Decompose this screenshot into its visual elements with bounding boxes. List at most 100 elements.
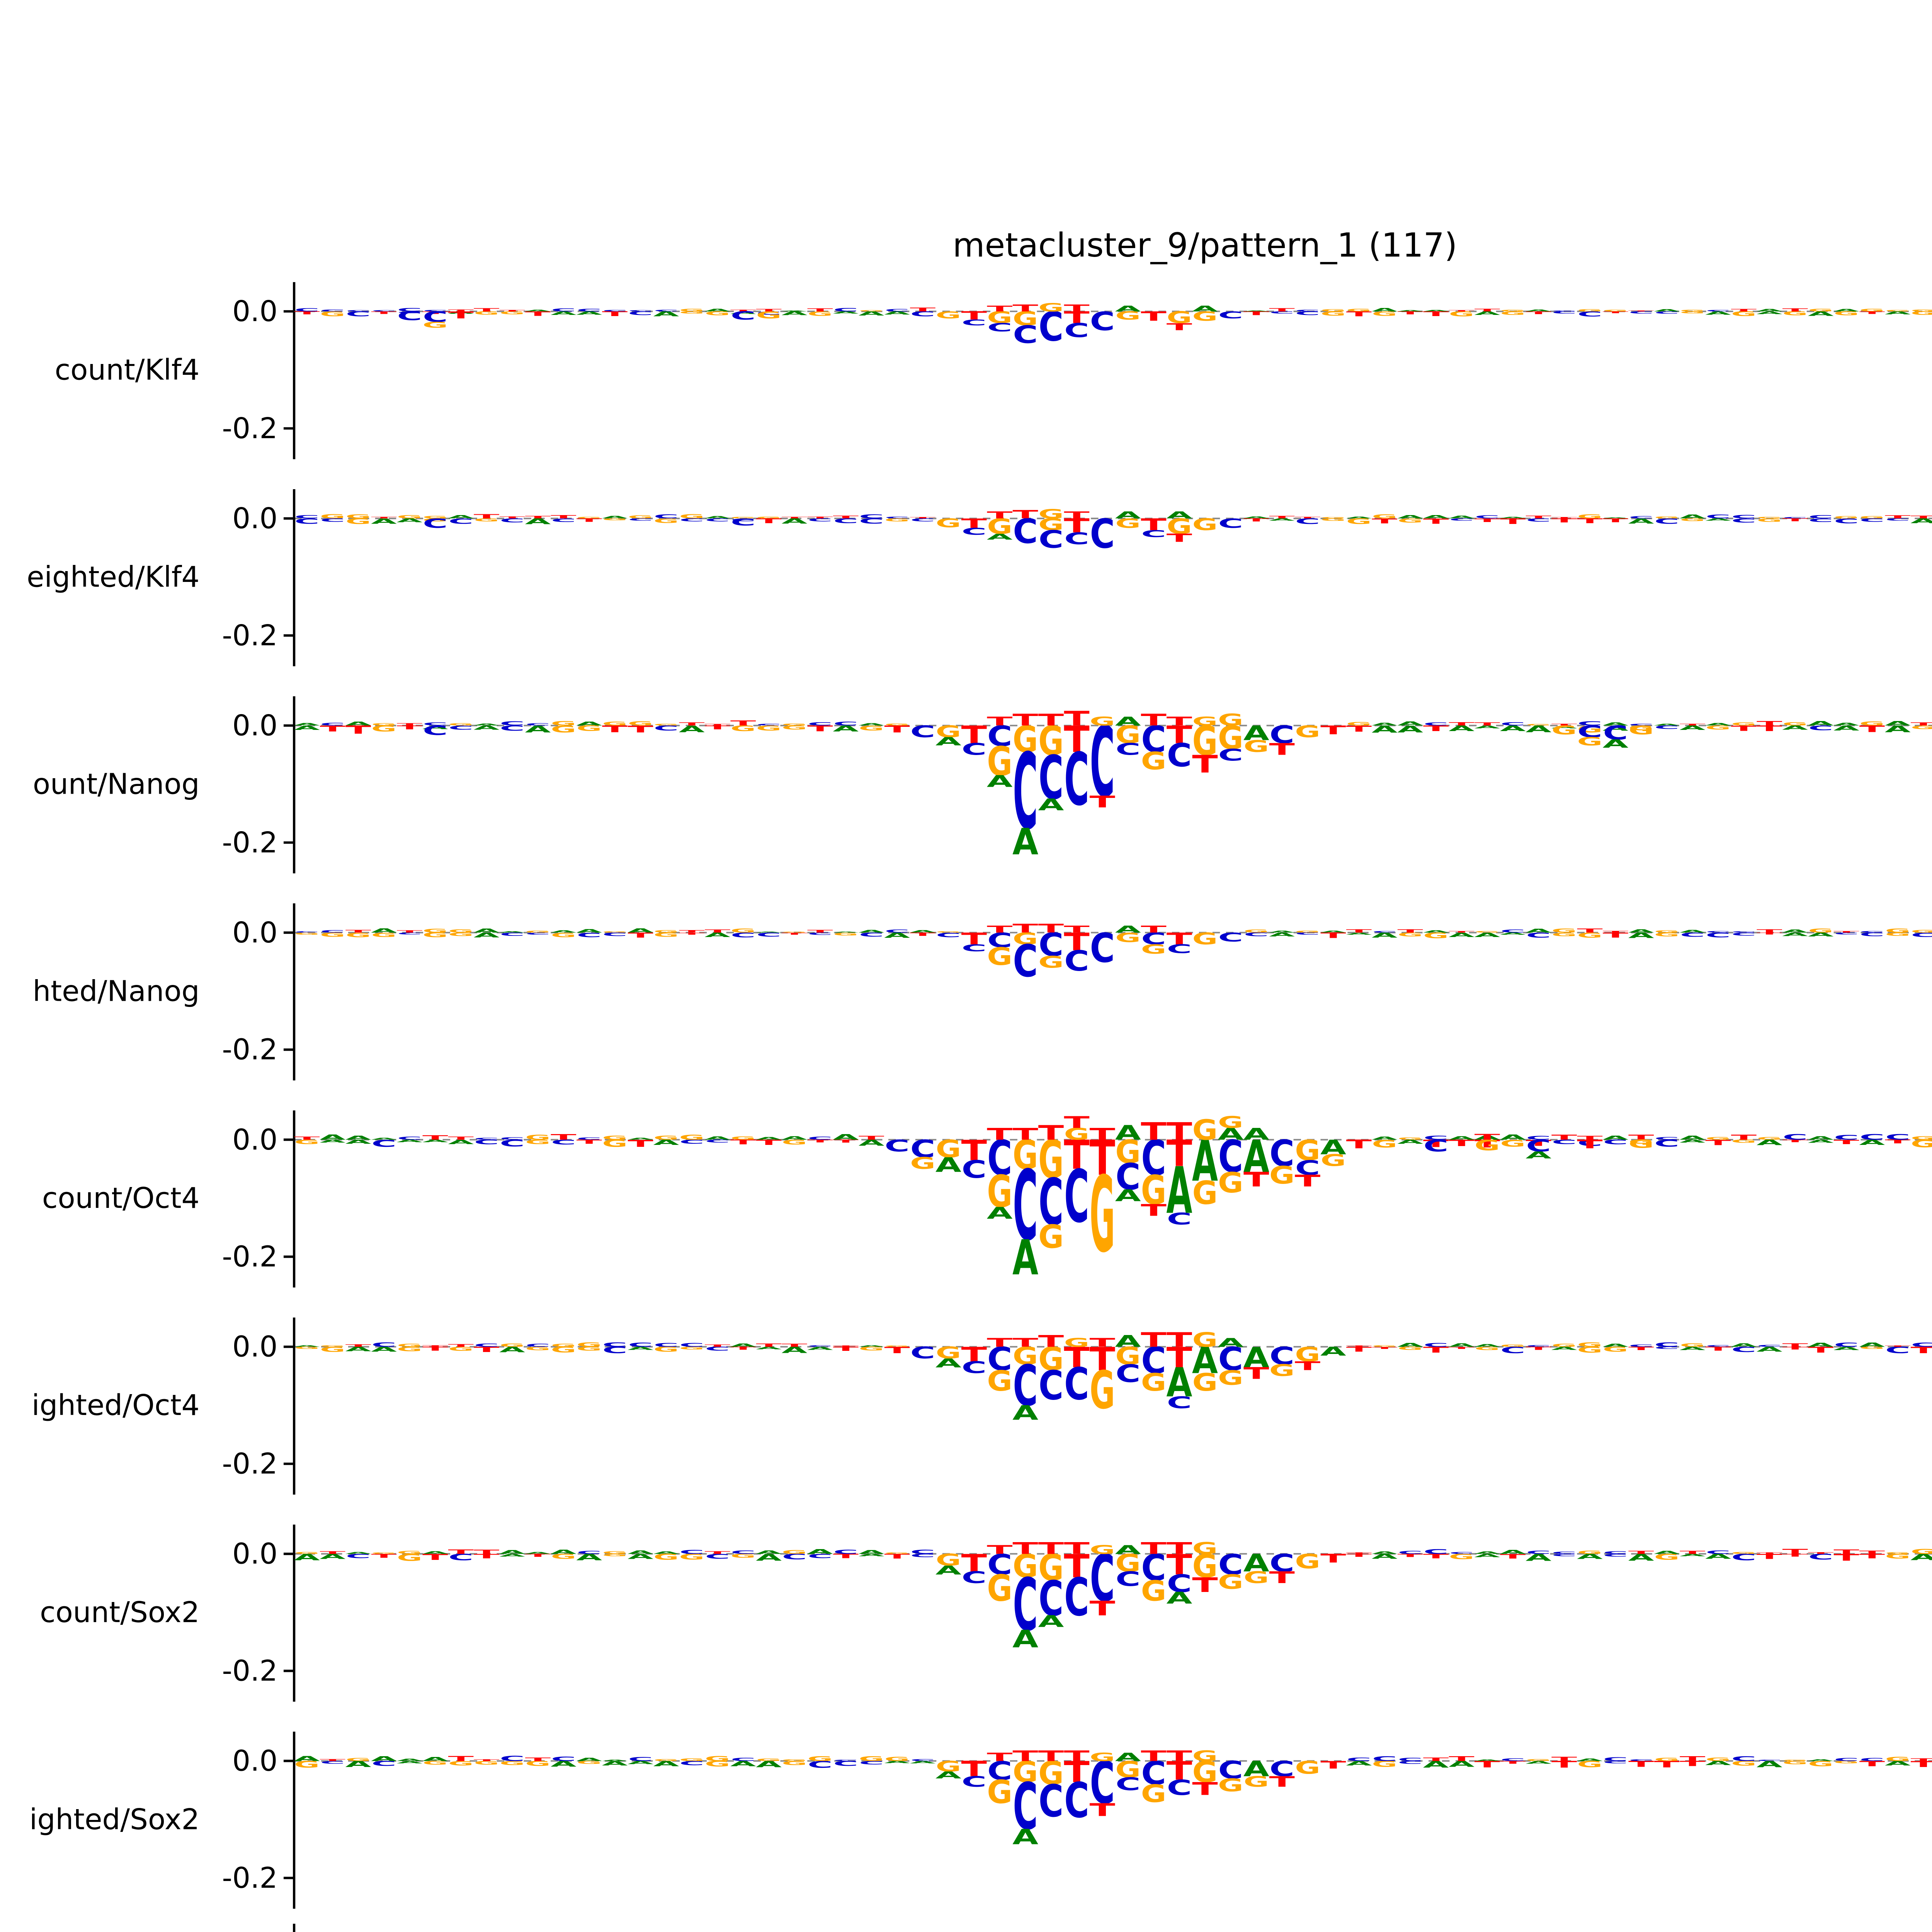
noise-letter: C [628, 1341, 653, 1348]
noise-letter: C [628, 310, 653, 312]
noise-letter: A [1808, 1342, 1834, 1348]
noise-letter: C [1706, 1549, 1731, 1555]
noise-letter: T [628, 931, 653, 939]
noise-letter: C [526, 723, 551, 726]
noise-letter: C [654, 514, 679, 520]
noise-letter: C [1834, 517, 1859, 525]
noise-letter: A [1372, 1136, 1398, 1141]
noise-letter: A [1397, 514, 1423, 519]
noise-letter: C [910, 518, 935, 522]
noise-letter: A [1757, 308, 1783, 312]
noise-letter: G [1321, 518, 1346, 522]
noise-letter: T [1269, 308, 1295, 313]
noise-letter: C [705, 1139, 730, 1143]
noise-letter: G [1321, 517, 1346, 519]
noise-letter: C [500, 517, 525, 524]
noise-letter: A [1423, 310, 1449, 312]
noise-letter: T [1859, 1760, 1885, 1768]
noise-letter: C [1629, 516, 1654, 519]
noise-letter: A [704, 931, 730, 939]
logo-letter-C: C [1269, 1757, 1294, 1781]
noise-letter: T [1577, 517, 1603, 525]
noise-letter: G [653, 1134, 679, 1141]
noise-letter: A [628, 1137, 654, 1141]
logo-letter-T: T [1192, 1574, 1218, 1597]
logo-letter-A: A [935, 1563, 962, 1577]
noise-letter: A [756, 1549, 782, 1555]
noise-letter: C [782, 1553, 807, 1561]
logo-letter-C: C [397, 309, 422, 323]
noise-letter: T [1475, 1138, 1500, 1150]
logo-letter-C: C [1039, 1166, 1064, 1240]
noise-letter: C [474, 1343, 499, 1348]
y-tick-label: -0.2 [222, 827, 278, 859]
noise-letter: A [1500, 1549, 1526, 1555]
noise-letter: G [1731, 1760, 1757, 1767]
logo-letter-G: G [1038, 1755, 1064, 1793]
noise-letter: T [1269, 515, 1295, 519]
noise-letter: A [781, 1135, 807, 1141]
noise-letter: C [1911, 1341, 1932, 1348]
logo-letter-T: T [1064, 1755, 1090, 1789]
noise-letter: C [1423, 722, 1449, 726]
noise-letter: T [1397, 929, 1423, 934]
noise-letter: C [910, 1548, 935, 1555]
noise-letter: T [1346, 1345, 1372, 1347]
noise-letter: A [1833, 724, 1860, 732]
noise-letter: T [1885, 1139, 1911, 1145]
logo-letter-G: G [1141, 1779, 1167, 1808]
noise-letter: A [704, 1136, 730, 1141]
noise-letter: C [1552, 311, 1577, 314]
noise-letter: C [500, 1137, 525, 1141]
logo-letter-T: T [1012, 1900, 1038, 1932]
noise-letter: G [782, 723, 807, 726]
noise-letter: G [1372, 1345, 1397, 1347]
noise-letter: T [730, 719, 756, 727]
noise-letter: G [1346, 721, 1372, 727]
logo-letter-A: A [1243, 722, 1269, 745]
noise-letter: G [859, 310, 884, 312]
noise-letter: G [423, 931, 448, 939]
noise-letter: T [1628, 1346, 1654, 1351]
noise-letter: A [1654, 1550, 1680, 1555]
noise-letter: A [294, 1345, 320, 1347]
noise-letter: T [1859, 724, 1885, 734]
noise-letter: G [1449, 310, 1475, 318]
logo-letter-G: G [1192, 1368, 1218, 1396]
noise-letter: T [551, 1133, 577, 1141]
noise-letter: T [1295, 517, 1321, 519]
noise-letter: G [320, 513, 345, 520]
noise-letter: G [679, 311, 705, 314]
noise-letter: C [1731, 514, 1757, 519]
logo-letter-A: A [1115, 1332, 1141, 1351]
logo-letter-G: G [1551, 723, 1577, 737]
noise-letter: T [679, 722, 705, 726]
noise-letter: A [1833, 1346, 1859, 1351]
noise-letter: G [1680, 518, 1705, 522]
noise-letter: C [1603, 1553, 1628, 1557]
noise-letter: A [499, 931, 526, 933]
noise-letter: T [474, 1345, 500, 1354]
noise-letter: T [1910, 1345, 1932, 1355]
logo-letter-T: T [1012, 508, 1038, 521]
noise-letter: A [1449, 515, 1475, 519]
noise-letter: T [577, 1139, 602, 1145]
logo-letter-T: T [1141, 711, 1167, 730]
noise-letter: A [1705, 723, 1731, 726]
noise-letter: T [397, 724, 423, 730]
logo-letter-C: C [987, 1756, 1012, 1786]
noise-letter: A [1628, 517, 1655, 525]
logo-letter-C: C [1039, 743, 1064, 813]
noise-letter: C [1423, 1548, 1449, 1555]
noise-letter: C [449, 517, 474, 526]
logo-letter-A: A [935, 1770, 962, 1781]
logo-letter-G: G [1192, 930, 1218, 948]
noise-letter: A [859, 1549, 884, 1555]
noise-letter: G [525, 1760, 551, 1768]
noise-letter: C [833, 1759, 859, 1761]
noise-letter: G [1885, 1553, 1910, 1560]
logo-letter-G: G [1115, 1549, 1141, 1577]
noise-letter: T [807, 724, 833, 733]
